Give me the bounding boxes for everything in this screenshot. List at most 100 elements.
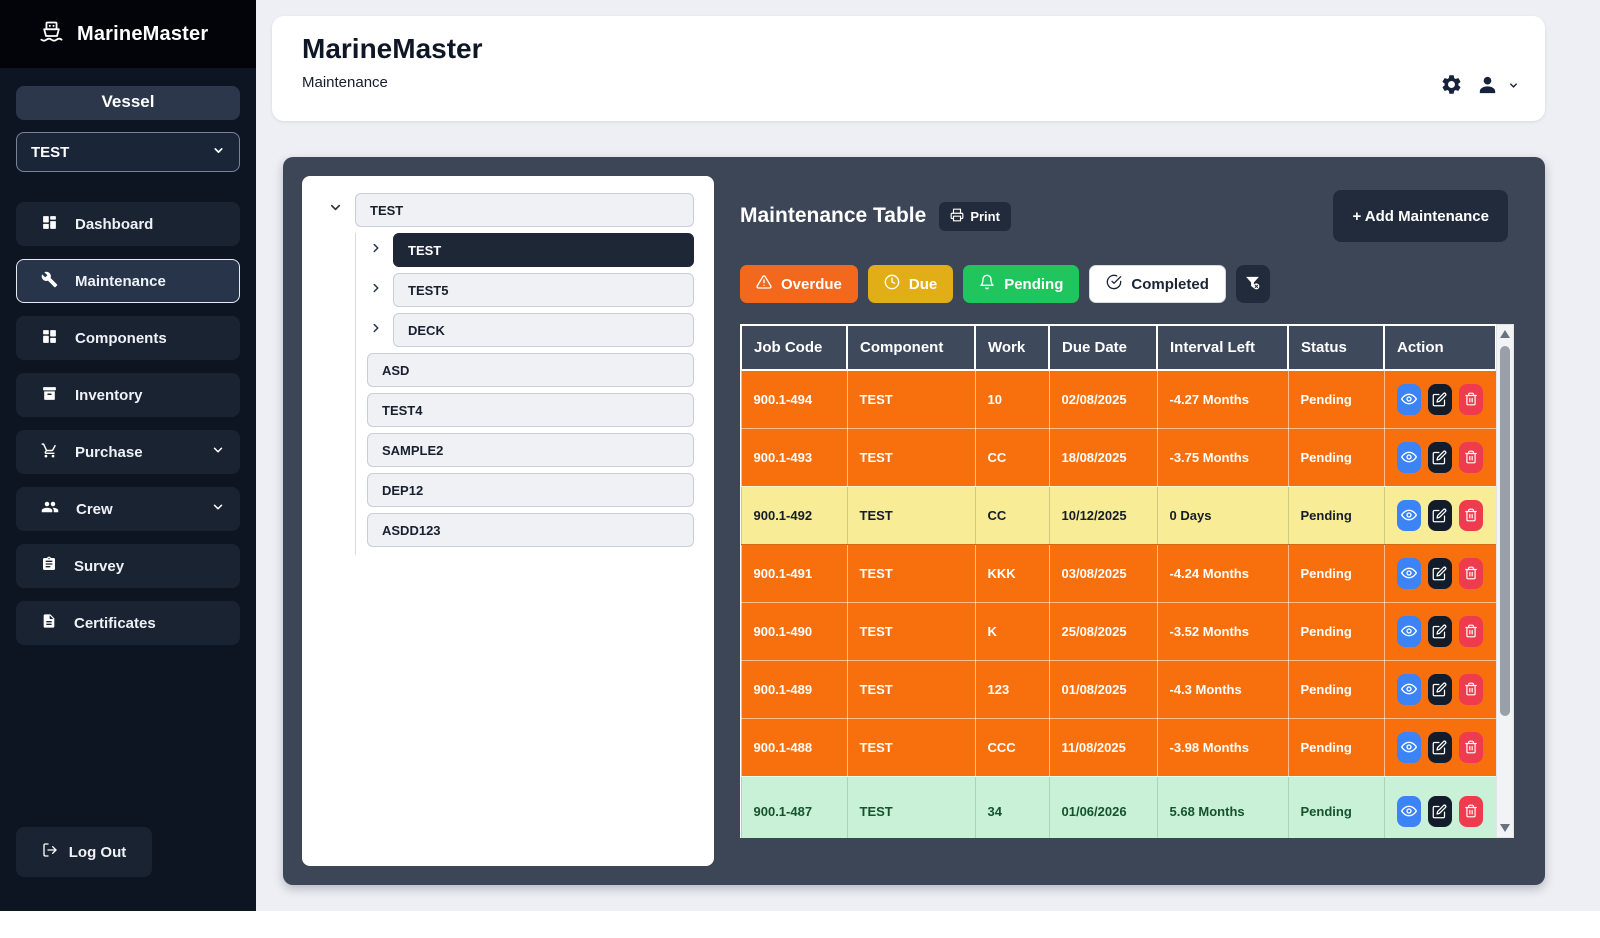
cell-work: 123 (974, 659, 1050, 719)
sidebar-item-label: Maintenance (75, 272, 166, 290)
wrench-icon (41, 271, 58, 292)
filter-pending-button[interactable]: Pending (963, 265, 1080, 303)
scrollbar-thumb[interactable] (1500, 346, 1510, 716)
vessel-select[interactable]: TEST (16, 132, 240, 172)
tree-node[interactable]: ASD (367, 353, 694, 387)
ship-logo-icon (38, 18, 65, 50)
delete-button[interactable] (1459, 383, 1484, 415)
delete-button[interactable] (1459, 731, 1484, 763)
tree-node[interactable]: DEP12 (367, 473, 694, 507)
cell-component: TEST (846, 543, 976, 603)
cell-due-date: 10/12/2025 (1048, 485, 1158, 545)
cell-work: CC (974, 427, 1050, 487)
tree-node[interactable]: SAMPLE2 (367, 433, 694, 467)
sidebar-item-crew[interactable]: Crew (16, 487, 240, 531)
delete-button[interactable] (1459, 499, 1484, 531)
delete-button[interactable] (1459, 615, 1484, 647)
view-button[interactable] (1396, 795, 1421, 827)
cell-interval-left: -4.27 Months (1156, 369, 1289, 429)
tree-node[interactable]: TEST5 (393, 273, 694, 307)
edit-button[interactable] (1427, 499, 1453, 531)
sidebar-item-components[interactable]: Components (16, 316, 240, 360)
view-button[interactable] (1396, 731, 1421, 763)
components-icon (41, 328, 58, 349)
filter-x-icon (1244, 274, 1261, 295)
cell-job-code: 900.1-489 (740, 659, 848, 719)
edit-button[interactable] (1427, 441, 1453, 473)
cell-interval-left: -4.3 Months (1156, 659, 1289, 719)
view-button[interactable] (1396, 557, 1421, 589)
cell-work: KKK (974, 543, 1050, 603)
table-row: 900.1-488 TEST CCC 11/08/2025 -3.98 Months Pe… (740, 717, 1497, 777)
archive-box-icon (41, 385, 58, 406)
view-button[interactable] (1396, 673, 1421, 705)
edit-button[interactable] (1427, 615, 1453, 647)
cell-job-code: 900.1-487 (740, 775, 848, 838)
print-button[interactable]: Print (939, 201, 1011, 231)
user-avatar-icon[interactable] (1476, 73, 1499, 101)
column-header: Job Code (740, 324, 848, 371)
bell-icon (979, 274, 995, 294)
tree-expand-icon[interactable] (369, 321, 383, 340)
filter-completed-button[interactable]: Completed (1089, 265, 1226, 303)
table-row: 900.1-492 TEST CC 10/12/2025 0 Days Pending (740, 485, 1497, 545)
cell-action (1383, 543, 1497, 603)
cell-status: Pending (1287, 717, 1385, 777)
delete-button[interactable] (1459, 441, 1484, 473)
tree-expand-icon[interactable] (369, 241, 383, 260)
cell-component: TEST (846, 369, 976, 429)
table-row: 900.1-493 TEST CC 18/08/2025 -3.75 Months Pen… (740, 427, 1497, 487)
sidebar-item-inventory[interactable]: Inventory (16, 373, 240, 417)
tree-node[interactable]: TEST (393, 233, 694, 267)
view-button[interactable] (1396, 441, 1421, 473)
edit-button[interactable] (1427, 673, 1453, 705)
chevron-down-icon[interactable] (1508, 78, 1519, 96)
tree-node[interactable]: DECK (393, 313, 694, 347)
settings-gear-icon[interactable] (1440, 73, 1463, 101)
vessel-section-label: Vessel (16, 86, 240, 120)
table-scrollbar[interactable] (1496, 324, 1514, 838)
sidebar-item-certificates[interactable]: Certificates (16, 601, 240, 645)
add-maintenance-button[interactable]: + Add Maintenance (1333, 190, 1508, 242)
cell-component: TEST (846, 427, 976, 487)
delete-button[interactable] (1459, 795, 1484, 827)
app-window: MarineMaster Vessel TEST Dashboard (0, 0, 1600, 911)
cell-component: TEST (846, 659, 976, 719)
tree-collapse-icon[interactable] (328, 200, 343, 220)
cell-work: 10 (974, 369, 1050, 429)
view-button[interactable] (1396, 615, 1421, 647)
brand-name: MarineMaster (77, 22, 209, 45)
tree-node[interactable]: ASDD123 (367, 513, 694, 547)
sidebar-item-dashboard[interactable]: Dashboard (16, 202, 240, 246)
delete-button[interactable] (1459, 673, 1484, 705)
vessel-select-value: TEST (31, 143, 70, 161)
view-button[interactable] (1396, 383, 1421, 415)
status-filters: Overdue Due Pending (740, 265, 1526, 303)
edit-button[interactable] (1427, 557, 1453, 589)
filter-overdue-button[interactable]: Overdue (740, 265, 858, 303)
delete-button[interactable] (1459, 557, 1484, 589)
column-header: Component (846, 324, 976, 371)
sidebar-item-purchase[interactable]: Purchase (16, 430, 240, 474)
table-row: 900.1-490 TEST K 25/08/2025 -3.52 Months Pend… (740, 601, 1497, 661)
sidebar-item-survey[interactable]: Survey (16, 544, 240, 588)
edit-button[interactable] (1427, 731, 1453, 763)
warning-triangle-icon (756, 274, 772, 294)
tree-node[interactable]: TEST4 (367, 393, 694, 427)
view-button[interactable] (1396, 499, 1421, 531)
clear-filter-button[interactable] (1235, 265, 1270, 303)
scrollbar-down-arrow[interactable] (1500, 824, 1510, 832)
cell-due-date: 18/08/2025 (1048, 427, 1158, 487)
filter-due-button[interactable]: Due (867, 265, 954, 303)
cell-status: Pending (1287, 427, 1385, 487)
edit-button[interactable] (1427, 795, 1453, 827)
edit-button[interactable] (1427, 383, 1453, 415)
logout-button[interactable]: Log Out (16, 827, 152, 877)
cell-component: TEST (846, 485, 976, 545)
tree-node-root[interactable]: TEST (355, 193, 694, 227)
logout-label: Log Out (68, 843, 127, 861)
sidebar-item-maintenance[interactable]: Maintenance (16, 259, 240, 303)
cell-interval-left: -3.75 Months (1156, 427, 1289, 487)
tree-expand-icon[interactable] (369, 281, 383, 300)
scrollbar-up-arrow[interactable] (1500, 330, 1510, 338)
